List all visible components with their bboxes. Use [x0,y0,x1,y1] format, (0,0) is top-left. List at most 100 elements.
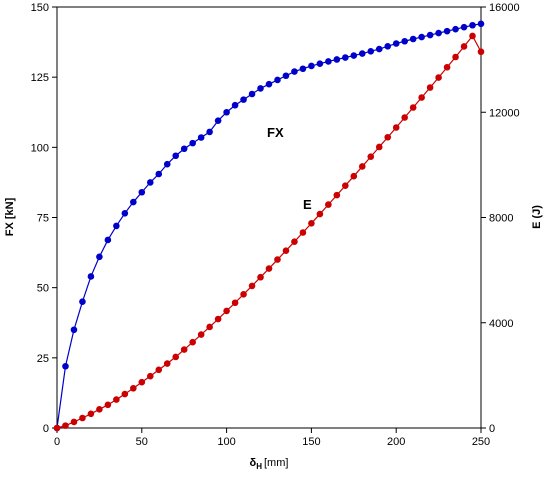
fx-data-point [299,65,307,73]
e-data-point [96,406,103,413]
x-tick-label: 0 [54,436,60,448]
e-data-point [214,315,222,323]
fx-data-point [248,90,256,98]
fx-data-point [477,20,485,28]
fx-data-point [401,37,408,45]
e-data-point [130,384,137,392]
e-data-point [197,331,205,338]
fx-data-point [231,101,239,109]
fx-data-point [342,54,349,61]
y-left-tick-label: 75 [37,213,49,225]
fx-data-point [265,80,273,88]
fx-data-point [240,96,247,103]
e-data-point [358,163,366,170]
e-data-point [274,256,281,263]
e-data-point [113,396,120,403]
y-right-axis-title: E (J) [531,205,543,229]
y-right-tick-label: 4000 [489,318,513,330]
e-data-point [375,143,383,151]
fx-data-point [197,134,205,141]
e-data-point [248,282,256,290]
e-data-point [206,323,213,331]
y-right-tick-label: 12000 [489,107,520,119]
e-series-line [56,34,482,429]
fx-data-point [214,117,222,124]
fx-data-point [392,40,400,47]
e-data-point [350,172,358,180]
fx-data-point [333,56,341,63]
fx-data-point [460,23,468,31]
fx-data-point [113,222,120,230]
fx-data-point [409,35,417,43]
y-left-tick-label: 25 [37,353,49,365]
fx-data-point [435,29,442,37]
e-data-point [452,53,459,61]
e-data-point [146,372,154,380]
e-data-point [291,238,298,246]
fx-data-point [350,52,358,59]
e-data-point [469,32,476,40]
fx-data-point [163,160,171,168]
e-data-point [443,63,451,71]
e-data-point [308,219,315,227]
y-left-tick-label: 0 [43,423,49,435]
fx-data-point [418,33,425,41]
e-data-point [53,424,61,432]
e-data-point [104,401,112,409]
plot-frame [56,6,482,429]
x-tick-label: 150 [302,436,320,448]
y-left-tick-label: 125 [31,72,49,84]
y-left-tick-label: 150 [31,2,49,14]
fx-data-point [291,68,298,75]
e-data-point [70,418,78,426]
x-tick-label: 100 [217,436,235,448]
x-tick-label: 50 [136,436,148,448]
y-right-tick-label: 8000 [489,213,513,225]
e-data-point [62,422,69,429]
e-data-point [180,346,188,353]
e-data-point [240,291,247,298]
fx-data-point [121,209,129,217]
fx-series-label: FX [267,125,284,140]
fx-data-point [274,76,281,84]
fx-data-point [180,145,188,153]
x-axis-title-unit: [mm] [264,457,288,469]
e-data-point [172,353,180,361]
x-axis-title: δH [mm] [250,457,289,471]
e-data-point [79,414,86,422]
e-data-point [316,210,324,218]
e-data-point [189,338,196,346]
fx-data-point [70,326,78,334]
fx-data-point [426,31,434,39]
fx-data-point [325,58,332,65]
e-data-point [435,74,442,81]
fx-data-point [367,48,375,55]
e-data-point [121,390,129,398]
y-right-tick-label: 0 [489,423,495,435]
e-data-point [333,191,341,199]
fx-data-point [62,362,69,370]
y-left-tick-label: 50 [37,283,49,295]
fx-data-point [79,298,86,306]
x-tick-label: 250 [472,436,490,448]
tick-layer: 0 50 100 150 200 2500255075100125150040008000… [31,2,520,448]
fx-data-point [469,21,476,29]
fx-data-point [104,236,112,244]
e-data-point [418,94,425,101]
series-layer [53,20,485,432]
e-data-point [163,360,171,367]
e-data-point [342,182,349,189]
e-data-point [265,265,273,272]
fx-series [53,20,485,432]
e-data-point [384,133,392,141]
e-series-label: E [303,197,312,212]
e-data-point [155,366,163,374]
x-axis-title-symbol: δ [250,457,257,469]
fx-data-point [172,152,180,160]
fx-data-point [384,42,392,50]
e-data-point [299,229,307,236]
fx-data-point [189,139,196,147]
e-data-point [367,153,375,161]
fx-data-point [138,188,146,196]
